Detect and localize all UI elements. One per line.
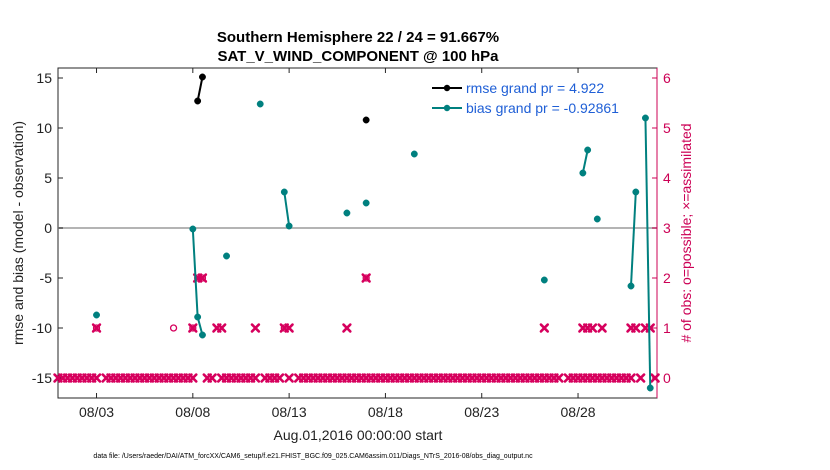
x-tick-label: 08/13 (272, 404, 307, 420)
obs-assimilated-marker (250, 373, 261, 383)
bias-point (93, 311, 100, 319)
x-axis-label: Aug.01,2016 00:00:00 start (274, 427, 443, 443)
legend: rmse grand pr = 4.922 bias grand pr = -0… (432, 80, 619, 116)
obs-assimilated-marker (650, 373, 660, 383)
obs-possible-marker (362, 274, 370, 282)
y2-tick-label: 1 (663, 320, 671, 336)
bias-point (540, 276, 548, 284)
bias-point (632, 188, 640, 196)
y-tick-label: 10 (36, 120, 52, 136)
y-axis-ticks: -15 -10 -5 0 5 10 15 (32, 70, 63, 386)
obs-assimilated-marker (188, 323, 198, 333)
y-axis-label: rmse and bias (model - observation) (10, 121, 26, 345)
obs-assimilated-marker (635, 373, 646, 383)
bias-line (283, 191, 291, 227)
y-tick-label: -15 (32, 370, 52, 386)
y-tick-label: 15 (36, 70, 52, 86)
y2-tick-label: 5 (663, 120, 671, 136)
obs-assimilated-marker (217, 323, 227, 333)
rmse-point (199, 73, 206, 81)
obs-assimilated-marker (274, 373, 285, 383)
bias-line (581, 149, 589, 174)
y-tick-label: -5 (40, 270, 53, 286)
bias-point (189, 225, 197, 233)
legend-rmse-text: rmse grand pr = 4.922 (466, 80, 604, 96)
y2-tick-label: 4 (663, 170, 671, 186)
bias-point (627, 282, 635, 290)
y-tick-label: 5 (44, 170, 52, 186)
y2-axis-label: # of obs: o=possible; ×=assimilated (678, 123, 694, 342)
legend-rmse-marker (443, 84, 451, 92)
obs-assimilated-marker (587, 323, 598, 333)
legend-bias-marker (443, 104, 451, 112)
y2-tick-label: 0 (663, 370, 671, 386)
bias-line (629, 191, 637, 287)
obs-count-markers (53, 273, 660, 383)
x-tick-label: 08/18 (368, 404, 403, 420)
y2-tick-label: 3 (663, 220, 671, 236)
obs-assimilated-marker (539, 323, 550, 333)
x-tick-label: 08/23 (464, 404, 499, 420)
x-tick-label: 08/08 (175, 404, 210, 420)
obs-assimilated-marker (91, 323, 102, 333)
bias-point (362, 199, 370, 207)
footer-data-file: data file: /Users/raeder/DAI/ATM_forcXX/… (93, 453, 533, 460)
y-tick-label: -10 (32, 320, 52, 336)
bias-point (280, 188, 288, 196)
bias-point (285, 222, 293, 230)
rmse-point (362, 116, 370, 124)
obs-assimilated-marker (207, 373, 217, 383)
bias-point (343, 209, 351, 217)
y2-tick-label: 2 (663, 270, 671, 286)
bias-point (579, 169, 587, 177)
obs-possible-marker (169, 324, 178, 332)
obs-assimilated-marker (631, 323, 641, 333)
obs-assimilated-marker (626, 373, 636, 383)
bias-point (641, 114, 649, 122)
bias-point (410, 150, 418, 158)
bias-point (194, 313, 202, 321)
y-tick-label: 0 (44, 220, 52, 236)
bias-point (199, 331, 206, 339)
obs-assimilated-marker (361, 273, 371, 283)
obs-assimilated-marker (284, 373, 294, 383)
obs-possible-marker (92, 324, 101, 332)
rmse-line (196, 76, 204, 102)
obs-assimilated-marker (91, 373, 102, 383)
obs-assimilated-marker (284, 323, 294, 333)
bias-point (646, 384, 654, 392)
obs-assimilated-marker (342, 323, 352, 333)
chart-title: Southern Hemisphere 22 / 24 = 91.667% (217, 29, 499, 46)
series-lines (93, 73, 654, 392)
obs-assimilated-marker (597, 323, 607, 333)
x-axis-ticks: 08/03 08/08 08/13 08/18 08/23 08/28 (79, 68, 596, 420)
x-tick-label: 08/28 (561, 404, 596, 420)
obs-assimilated-marker (645, 323, 655, 333)
bias-point (584, 146, 592, 154)
obs-possible-marker (189, 324, 197, 332)
obs-assimilated-marker (250, 323, 261, 333)
x-tick-label: 08/03 (79, 404, 114, 420)
obs-assimilated-marker (554, 373, 564, 383)
y2-axis-ticks: 0 1 2 3 4 5 6 (652, 68, 671, 398)
bias-line (644, 117, 652, 389)
chart-subtitle: SAT_V_WIND_COMPONENT @ 100 hPa (217, 48, 499, 65)
rmse-point (194, 97, 202, 105)
bias-point (223, 252, 230, 260)
y2-tick-label: 6 (663, 70, 671, 86)
bias-point (256, 100, 264, 108)
plot-frame (57, 67, 658, 399)
obs-assimilated-marker (188, 373, 198, 383)
legend-bias-text: bias grand pr = -0.92861 (466, 100, 619, 116)
obs-assimilated-marker (197, 273, 208, 283)
bias-point (593, 215, 601, 223)
